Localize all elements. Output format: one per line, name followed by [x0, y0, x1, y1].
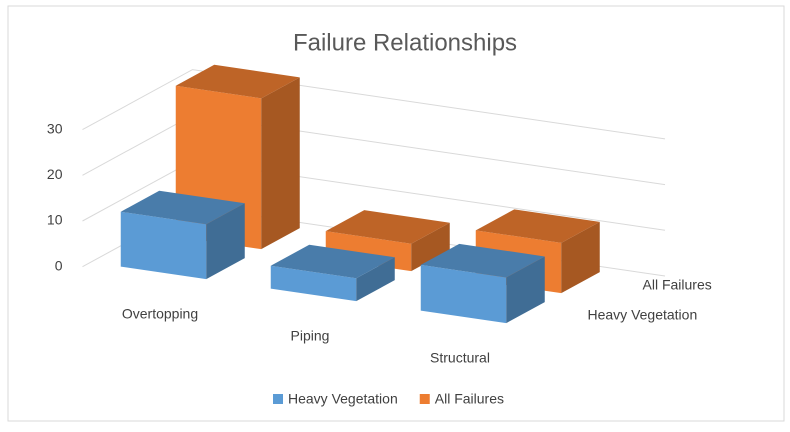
bar-top — [420, 243, 545, 278]
bar-top — [175, 64, 300, 99]
depth-label: All Failures — [643, 277, 712, 293]
legend-label: Heavy Vegetation — [288, 391, 398, 407]
bar-side — [356, 257, 395, 302]
x-tick-label: Piping — [291, 327, 330, 343]
x-tick-label: Overtopping — [122, 305, 198, 321]
bar — [120, 190, 245, 280]
bar-top — [120, 190, 245, 225]
y-tick-label: 20 — [47, 166, 63, 182]
bar-front — [120, 211, 207, 280]
bar-top — [270, 244, 395, 279]
bar-top — [325, 210, 450, 244]
bar-side — [411, 222, 450, 272]
bar-side — [506, 256, 545, 324]
bar-front — [420, 264, 507, 324]
legend-swatch — [273, 394, 283, 404]
y-tick-label: 0 — [55, 257, 63, 273]
legend-label: All Failures — [435, 391, 504, 407]
bar-side — [561, 221, 600, 294]
bar — [270, 244, 395, 302]
y-tick-label: 30 — [47, 120, 63, 136]
chart-title: Failure Relationships — [293, 29, 517, 56]
grid-line — [82, 69, 666, 140]
bar-top — [475, 209, 600, 243]
bar-front — [270, 265, 357, 302]
bar-side — [261, 77, 300, 250]
x-tick-label: Structural — [430, 349, 490, 365]
y-tick-label: 10 — [47, 212, 63, 228]
bar — [420, 243, 545, 324]
legend-swatch — [419, 394, 430, 404]
bar-side — [206, 203, 245, 280]
depth-label: Heavy Vegetation — [588, 307, 698, 323]
